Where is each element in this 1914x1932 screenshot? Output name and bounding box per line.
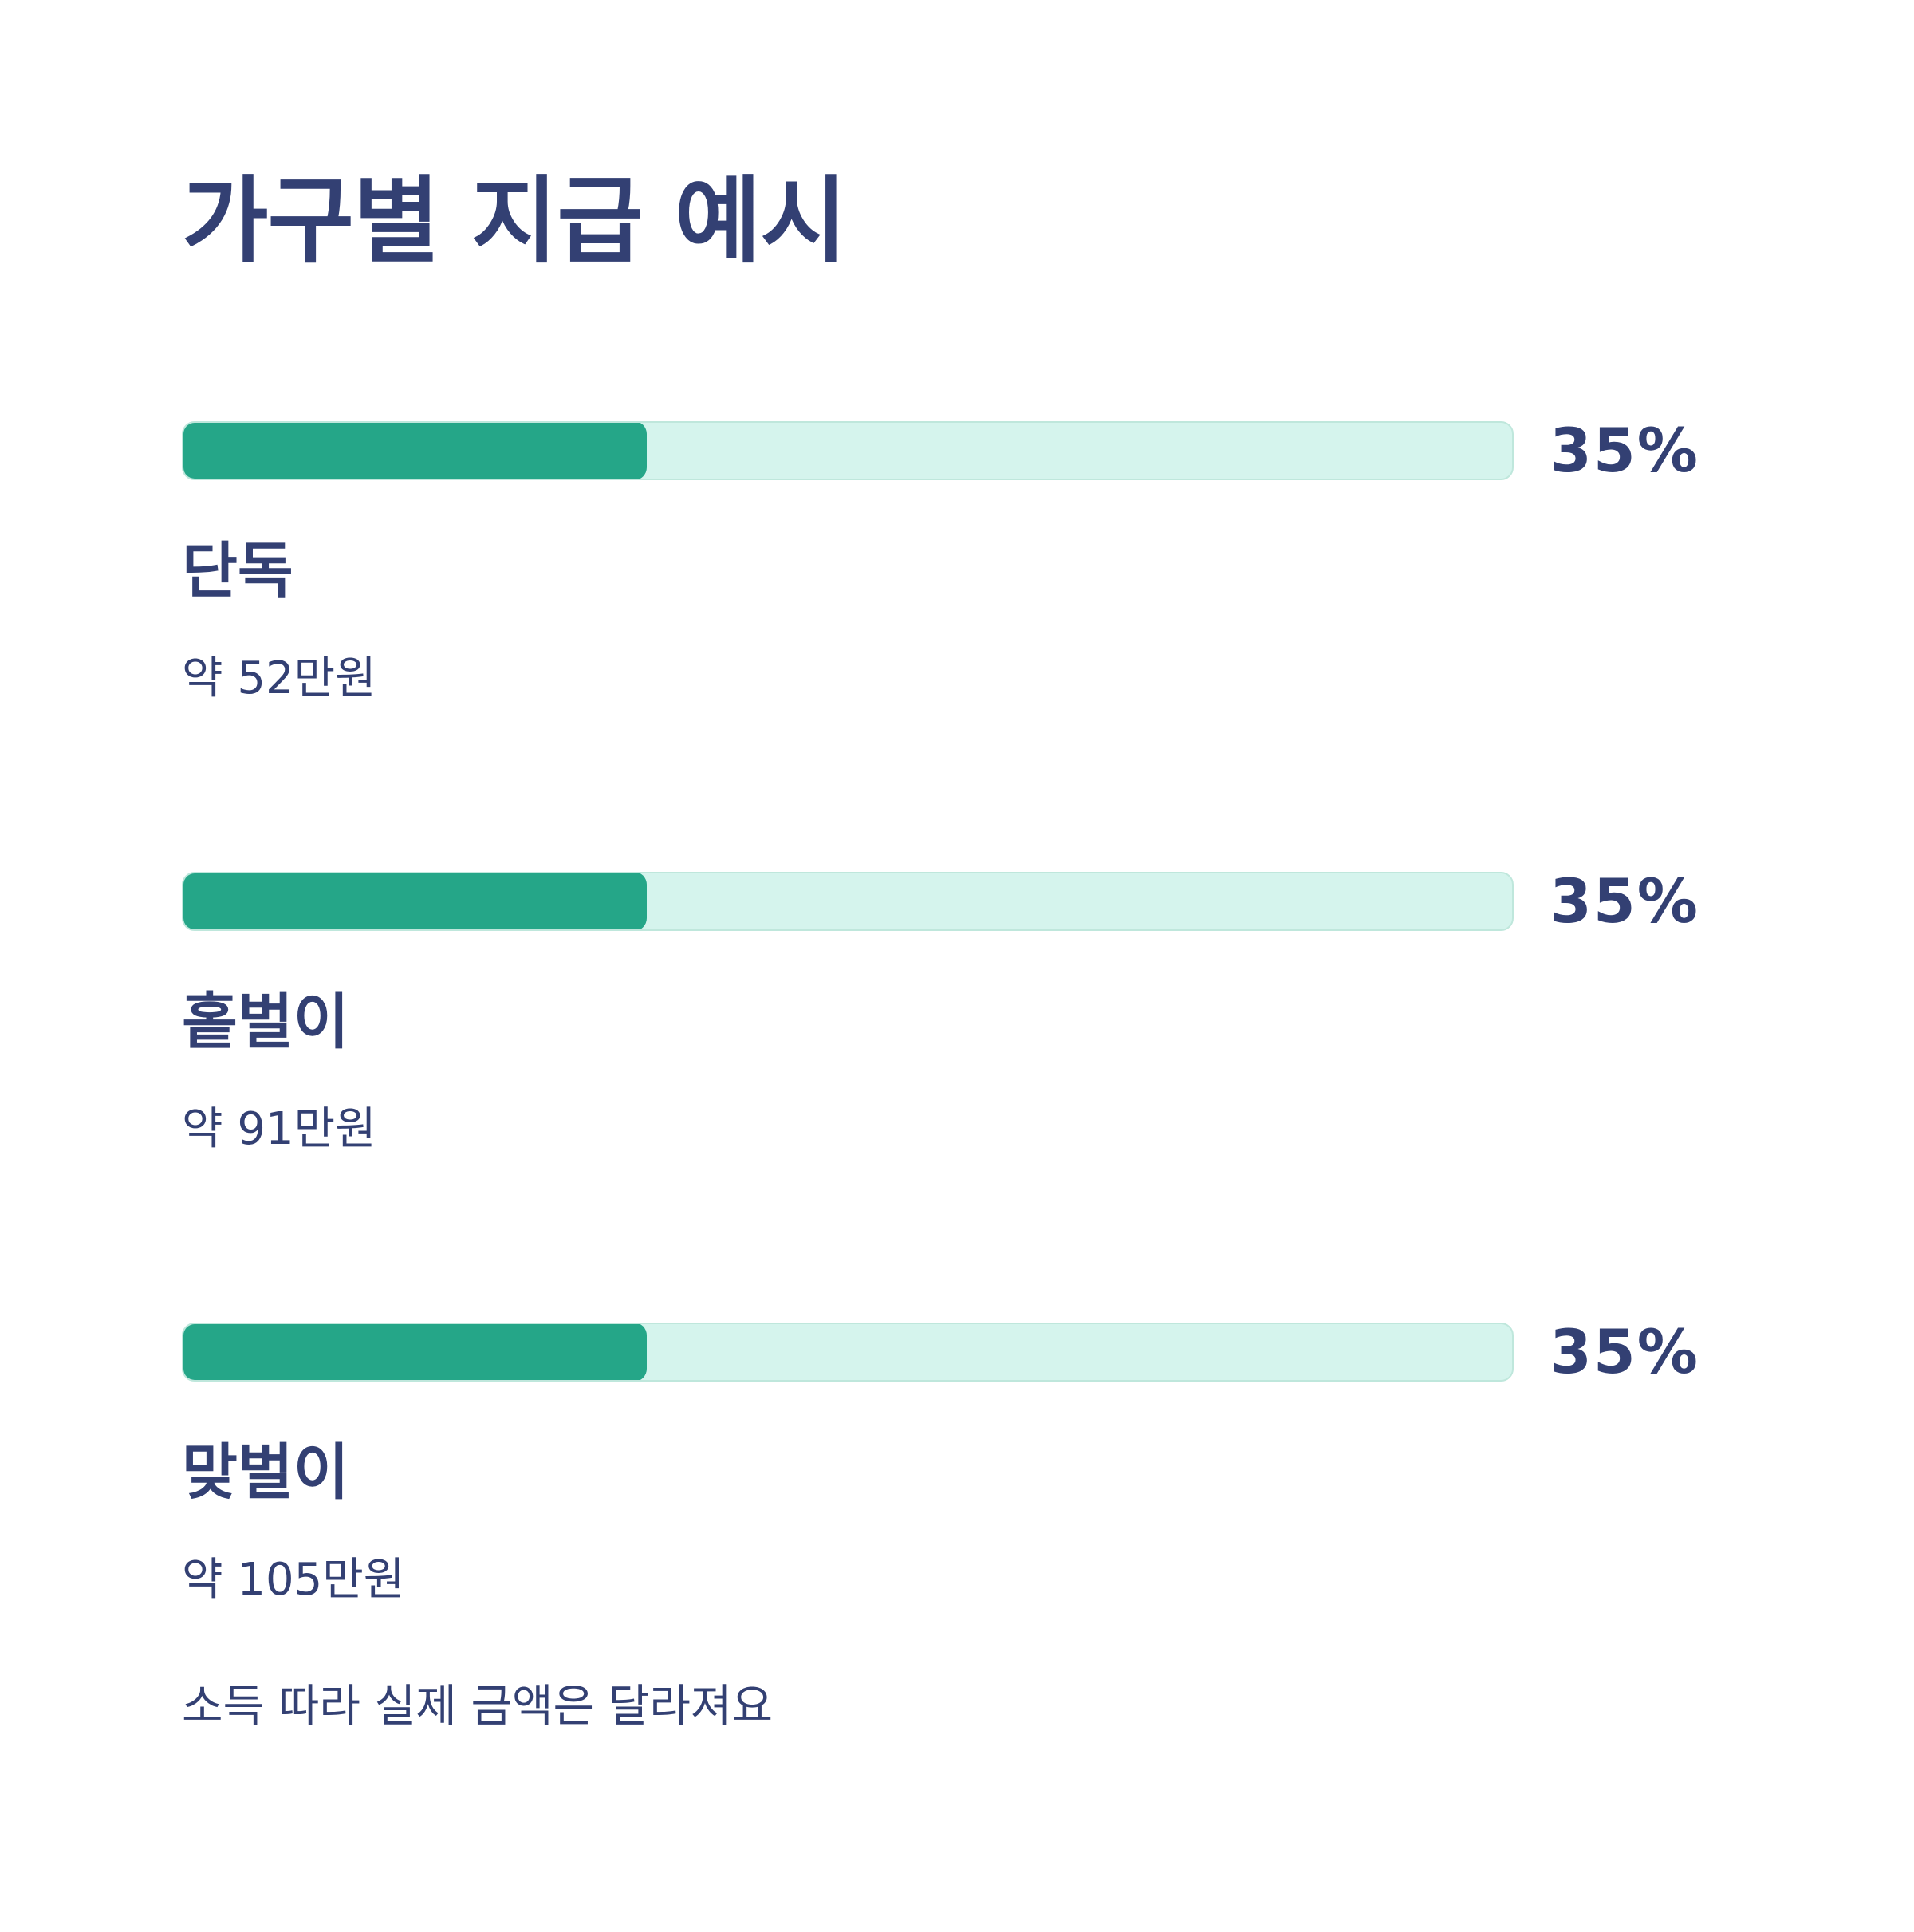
household-label: 홑벌이 (182, 986, 349, 1057)
amount-text: 약 105만원 (182, 1554, 405, 1606)
progress-bar-fill (183, 1324, 648, 1380)
amount-text: 약 91만원 (182, 1103, 376, 1155)
household-row-single: 35% 단독 약 52만원 (182, 415, 1737, 804)
progress-bar-track (182, 872, 1514, 931)
progress-bar-fill (183, 423, 648, 479)
footnote: 소득 따라 실제 금액은 달라져요 (182, 1681, 773, 1733)
household-label: 단독 (182, 535, 293, 606)
progress-bar-track (182, 1323, 1514, 1382)
amount-text: 약 52만원 (182, 653, 376, 704)
household-row-single-earner: 35% 홑벌이 약 91만원 (182, 865, 1737, 1255)
page-title: 가구별 지급 예시 (182, 166, 847, 276)
percent-value: 35% (1550, 865, 1699, 936)
progress-bar-fill (183, 873, 648, 929)
household-row-dual-earner: 35% 맞벌이 약 105만원 (182, 1319, 1737, 1705)
progress-bar-track (182, 421, 1514, 480)
household-label: 맞벌이 (182, 1437, 349, 1508)
percent-value: 35% (1550, 415, 1699, 486)
percent-value: 35% (1550, 1316, 1699, 1387)
